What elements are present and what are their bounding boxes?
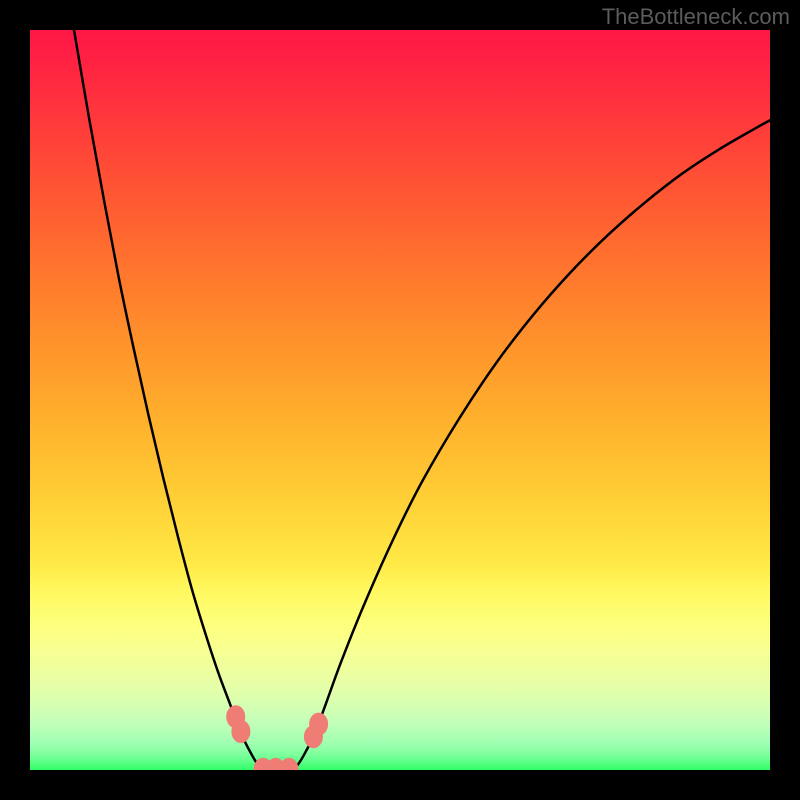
watermark-text: TheBottleneck.com (602, 4, 790, 30)
marker-left-1 (232, 721, 250, 743)
marker-right-1 (310, 713, 328, 735)
gradient-background (30, 30, 770, 770)
chart-svg (30, 30, 770, 770)
plot-area (30, 30, 770, 770)
chart-container: TheBottleneck.com (0, 0, 800, 800)
